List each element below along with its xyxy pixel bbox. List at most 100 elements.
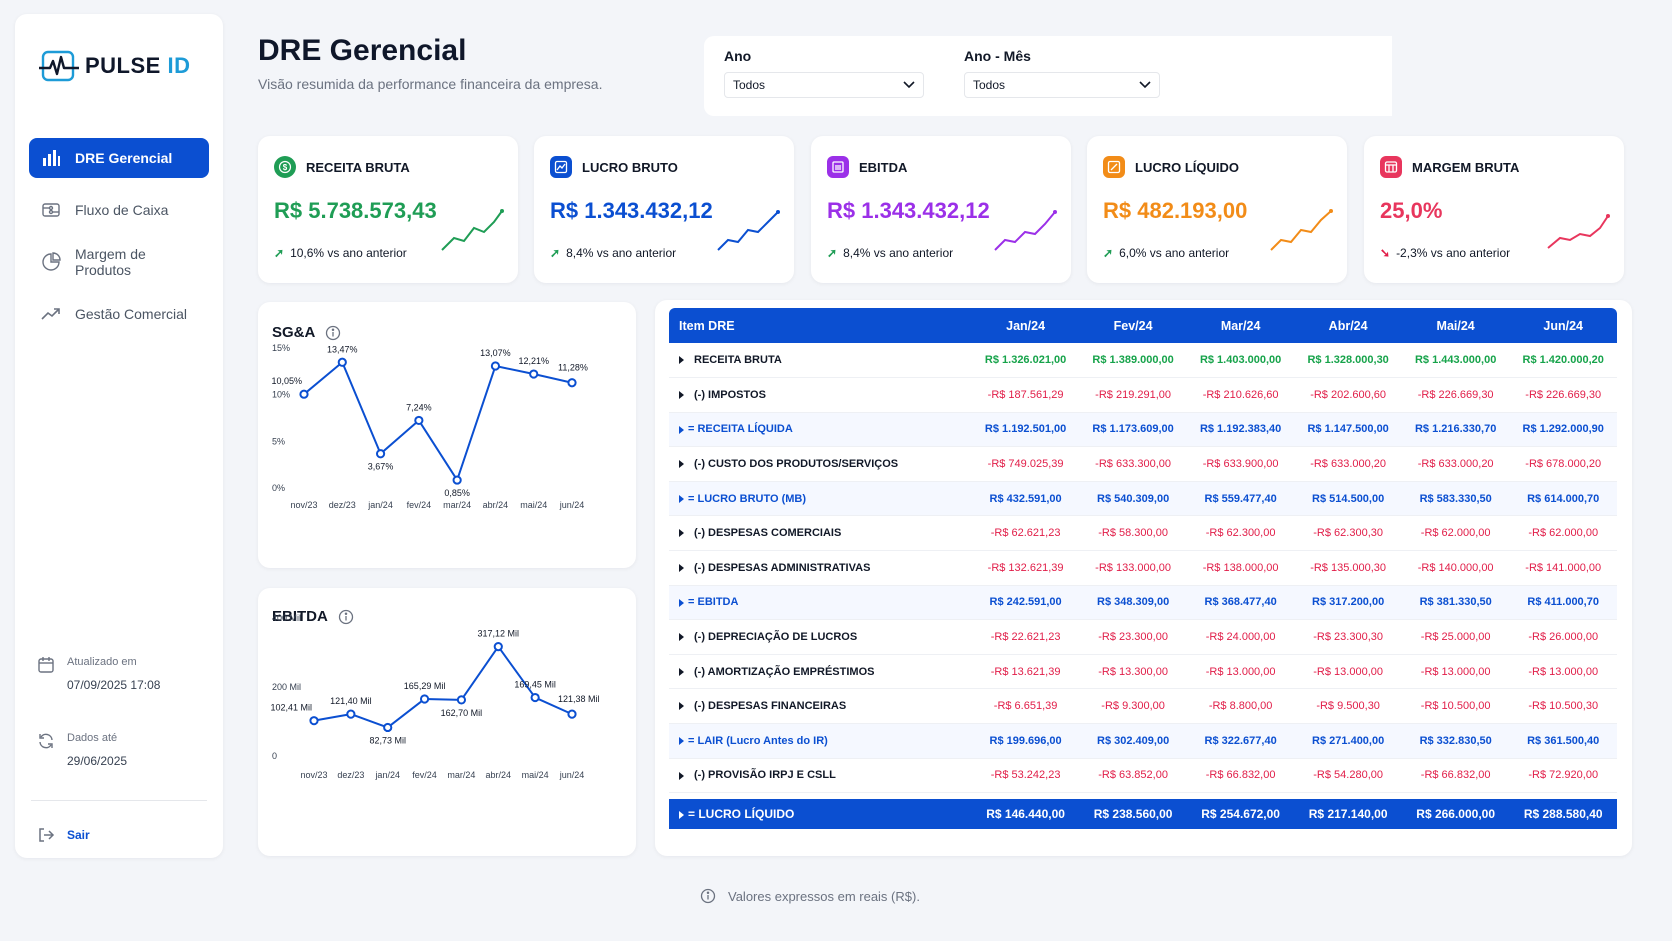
y-tick-label: 0 xyxy=(272,751,277,761)
brand-logo[interactable]: PULSE ID xyxy=(39,46,190,86)
row-label: = LAIR (Lucro Antes do IR) xyxy=(688,734,828,747)
expand-caret-icon[interactable] xyxy=(679,563,684,572)
sga-line-chart: 0% 5% 10% 15% nov/23 dez/23 jan/24 fev/24 mar/24… xyxy=(271,343,588,510)
sidebar-item-fluxo-de-caixa[interactable]: Fluxo de Caixa xyxy=(29,190,209,230)
sidebar: PULSE ID DRE Gerencial Fluxo de Caixa Ma… xyxy=(15,14,223,858)
table-row[interactable]: (-) AMORTIZAÇÃO EMPRÉSTIMOS -R$ 13.621,39… xyxy=(669,654,1617,690)
expand-caret-icon[interactable] xyxy=(679,771,684,780)
data-label: 11,28% xyxy=(558,363,588,373)
value-cell: R$ 1.389.000,00 xyxy=(1079,343,1187,379)
pie-chart-icon xyxy=(42,252,61,271)
value-cell: R$ 514.500,00 xyxy=(1294,481,1402,517)
data-label: 162,70 Mil xyxy=(441,708,483,718)
value-cell: R$ 217.140,00 xyxy=(1294,798,1402,829)
column-header[interactable]: Jan/24 xyxy=(971,308,1080,343)
building-icon xyxy=(827,156,849,178)
dre-table-card: Item DRE Jan/24 Fev/24 Mar/24 Abr/24 Mai… xyxy=(655,300,1632,856)
row-label-cell[interactable]: (-) DESPESAS FINANCEIRAS xyxy=(669,688,972,725)
x-tick-label: mar/24 xyxy=(443,500,471,510)
column-header[interactable]: Mai/24 xyxy=(1401,308,1510,343)
table-row[interactable]: (-) DESPESAS COMERCIAIS -R$ 62.621,23 -R$ … xyxy=(669,515,1617,552)
table-row[interactable]: = RECEITA LÍQUIDA R$ 1.192.501,00 R$ 1.173… xyxy=(669,412,1617,448)
column-header[interactable]: Item DRE xyxy=(669,308,972,343)
column-header[interactable]: Jun/24 xyxy=(1509,308,1617,343)
value-cell: R$ 1.292.000,90 xyxy=(1509,412,1617,448)
kpi-sparkline xyxy=(1270,209,1333,251)
row-label-cell[interactable]: (-) DESPESAS ADMINISTRATIVAS xyxy=(669,550,972,586)
table-row[interactable]: = EBITDA R$ 242.591,00 R$ 348.309,00 R$ 368… xyxy=(669,585,1617,621)
value-cell: -R$ 13.000,00 xyxy=(1509,654,1617,690)
value-cell: R$ 1.192.501,00 xyxy=(971,412,1080,448)
expand-caret-icon[interactable] xyxy=(679,390,684,399)
info-icon[interactable] xyxy=(338,609,354,625)
row-label-cell[interactable]: (-) DESPESAS COMERCIAIS xyxy=(669,515,972,552)
y-tick-label: 200 Mil xyxy=(272,682,301,692)
expand-caret-icon[interactable] xyxy=(679,598,684,607)
row-label-cell[interactable]: (-) DEPRECIAÇÃO DE LUCROS xyxy=(669,619,972,655)
filter-year-label: Ano xyxy=(724,48,752,64)
column-header[interactable]: Mar/24 xyxy=(1186,308,1295,343)
value-cell: -R$ 25.000,00 xyxy=(1401,619,1510,655)
expand-caret-icon[interactable] xyxy=(679,425,684,434)
expand-caret-icon[interactable] xyxy=(679,702,684,711)
kpi-sparkline xyxy=(441,209,504,251)
row-label: (-) AMORTIZAÇÃO EMPRÉSTIMOS xyxy=(694,665,875,678)
ebitda-line-chart: 0 200 Mil 400 Mil nov/23 dez/23 jan/24 fev/24 m… xyxy=(270,613,599,780)
row-label-cell[interactable]: (-) PROVISÃO IRPJ E CSLL xyxy=(669,758,972,794)
trend-up-icon: ➚ xyxy=(274,246,285,260)
expand-caret-icon[interactable] xyxy=(679,633,684,642)
year-select[interactable]: Todos xyxy=(724,72,924,98)
kpi-value: R$ 1.343.432,12 xyxy=(550,198,713,223)
expand-caret-icon[interactable] xyxy=(679,460,684,469)
kpi-sparkline xyxy=(717,210,780,251)
data-point xyxy=(456,695,467,705)
row-label: (-) DESPESAS ADMINISTRATIVAS xyxy=(694,561,871,574)
sidebar-item-dre-gerencial[interactable]: DRE Gerencial xyxy=(29,138,209,178)
sga-chart-card: SG&A 0% 5% 10% 15% nov/23 dez/23 jan/24 fev/24 m… xyxy=(258,302,636,568)
value-cell: -R$ 219.291,00 xyxy=(1079,377,1187,413)
expand-caret-icon[interactable] xyxy=(679,667,684,676)
column-header[interactable]: Abr/24 xyxy=(1294,308,1402,343)
expand-caret-icon[interactable] xyxy=(679,356,684,365)
expand-caret-icon[interactable] xyxy=(679,736,684,745)
sidebar-item-gestao-comercial[interactable]: Gestão Comercial xyxy=(29,294,209,334)
table-row[interactable]: (-) CUSTO DOS PRODUTOS/SERVIÇOS -R$ 749.0… xyxy=(669,446,1617,482)
table-row[interactable]: (-) IMPOSTOS -R$ 187.561,29 -R$ 219.291,00… xyxy=(669,377,1617,413)
row-label-cell[interactable]: = RECEITA LÍQUIDA xyxy=(669,412,972,448)
row-label-cell[interactable]: = LUCRO BRUTO (MB) xyxy=(669,481,972,517)
value-cell: -R$ 24.000,00 xyxy=(1186,619,1295,655)
row-label-cell[interactable]: (-) AMORTIZAÇÃO EMPRÉSTIMOS xyxy=(669,654,972,690)
value-cell: -R$ 53.242,23 xyxy=(971,758,1080,794)
logout-button[interactable]: Sair xyxy=(37,826,90,844)
expand-caret-icon[interactable] xyxy=(679,494,684,503)
value-cell: -R$ 26.000,00 xyxy=(1509,619,1617,655)
filters-panel: Ano Todos Ano - Mês Todos xyxy=(704,36,1392,116)
table-row[interactable]: = LUCRO BRUTO (MB) R$ 432.591,00 R$ 540.30… xyxy=(669,481,1617,517)
row-label-cell[interactable]: RECEITA BRUTA xyxy=(669,343,972,379)
table-total-row[interactable]: = LUCRO LÍQUIDO R$ 146.440,00 R$ 238.560,0… xyxy=(669,798,1617,829)
month-select[interactable]: Todos xyxy=(964,72,1160,98)
table-row[interactable]: (-) DESPESAS FINANCEIRAS -R$ 6.651,39 -R$ … xyxy=(669,688,1617,725)
sidebar-item-margem-de-produtos[interactable]: Margem de Produtos xyxy=(29,242,209,282)
value-cell: R$ 1.326.021,00 xyxy=(971,343,1080,379)
row-label-cell[interactable]: (-) IMPOSTOS xyxy=(669,377,972,413)
column-header[interactable]: Fev/24 xyxy=(1079,308,1187,343)
table-row[interactable]: (-) DESPESAS ADMINISTRATIVAS -R$ 132.621,… xyxy=(669,550,1617,586)
info-icon[interactable] xyxy=(325,325,341,341)
row-label-cell[interactable]: = EBITDA xyxy=(669,585,972,621)
row-label-cell[interactable]: = LUCRO LÍQUIDO xyxy=(669,798,972,829)
value-cell: -R$ 8.800,00 xyxy=(1186,688,1295,725)
row-label-cell[interactable]: (-) CUSTO DOS PRODUTOS/SERVIÇOS xyxy=(669,446,972,482)
expand-caret-icon[interactable] xyxy=(679,810,684,819)
table-row[interactable]: = LAIR (Lucro Antes do IR) R$ 199.696,00 R… xyxy=(669,723,1617,759)
row-label-cell[interactable]: = LAIR (Lucro Antes do IR) xyxy=(669,723,972,759)
table-row[interactable]: (-) DEPRECIAÇÃO DE LUCROS -R$ 22.621,23 -R… xyxy=(669,619,1617,655)
expand-caret-icon[interactable] xyxy=(679,529,684,538)
sidebar-item-label: Gestão Comercial xyxy=(75,306,188,322)
table-row[interactable]: RECEITA BRUTA R$ 1.326.021,00 R$ 1.389.000… xyxy=(669,343,1617,379)
data-point xyxy=(383,722,393,733)
table-row[interactable]: (-) PROVISÃO IRPJ E CSLL -R$ 53.242,23 -R$… xyxy=(669,758,1617,794)
page-subtitle: Visão resumida da performance financeira… xyxy=(258,76,603,92)
data-point xyxy=(375,449,386,459)
updated-info: Atualizado em 07/09/2025 17:08 xyxy=(37,656,207,692)
